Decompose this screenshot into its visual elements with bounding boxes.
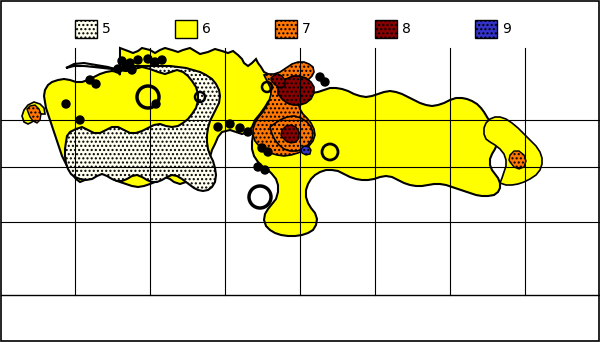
Circle shape: [128, 66, 136, 74]
Polygon shape: [301, 146, 311, 155]
Circle shape: [214, 123, 222, 131]
Circle shape: [254, 163, 262, 171]
Circle shape: [261, 166, 269, 174]
Circle shape: [152, 100, 160, 108]
Text: 6: 6: [202, 22, 211, 36]
Circle shape: [158, 56, 166, 64]
Bar: [75, 20, 97, 38]
Circle shape: [122, 63, 130, 71]
Circle shape: [151, 58, 159, 66]
Circle shape: [114, 65, 122, 73]
Bar: [375, 20, 397, 38]
Circle shape: [226, 120, 234, 128]
Circle shape: [134, 56, 142, 64]
Polygon shape: [65, 63, 220, 191]
Bar: [175, 20, 197, 38]
Bar: [475, 20, 497, 38]
Circle shape: [76, 116, 84, 124]
Circle shape: [86, 76, 94, 84]
Text: 7: 7: [302, 22, 311, 36]
Circle shape: [321, 78, 329, 86]
Polygon shape: [271, 74, 285, 88]
Circle shape: [264, 148, 272, 156]
Circle shape: [316, 73, 324, 81]
Polygon shape: [22, 102, 45, 124]
Circle shape: [244, 128, 252, 136]
Polygon shape: [509, 151, 526, 169]
Polygon shape: [484, 117, 542, 185]
Circle shape: [126, 59, 134, 67]
Text: 9: 9: [502, 22, 511, 36]
Polygon shape: [278, 76, 314, 105]
Text: 8: 8: [402, 22, 411, 36]
Circle shape: [258, 144, 266, 152]
Text: 5: 5: [102, 22, 111, 36]
Circle shape: [118, 57, 126, 65]
Polygon shape: [27, 105, 41, 123]
Polygon shape: [44, 48, 275, 187]
Polygon shape: [270, 116, 313, 151]
Circle shape: [62, 100, 70, 108]
Circle shape: [236, 124, 244, 132]
Polygon shape: [253, 62, 315, 156]
Polygon shape: [252, 74, 500, 236]
Circle shape: [92, 80, 100, 88]
Bar: [275, 20, 297, 38]
Polygon shape: [281, 125, 299, 143]
Circle shape: [144, 55, 152, 63]
